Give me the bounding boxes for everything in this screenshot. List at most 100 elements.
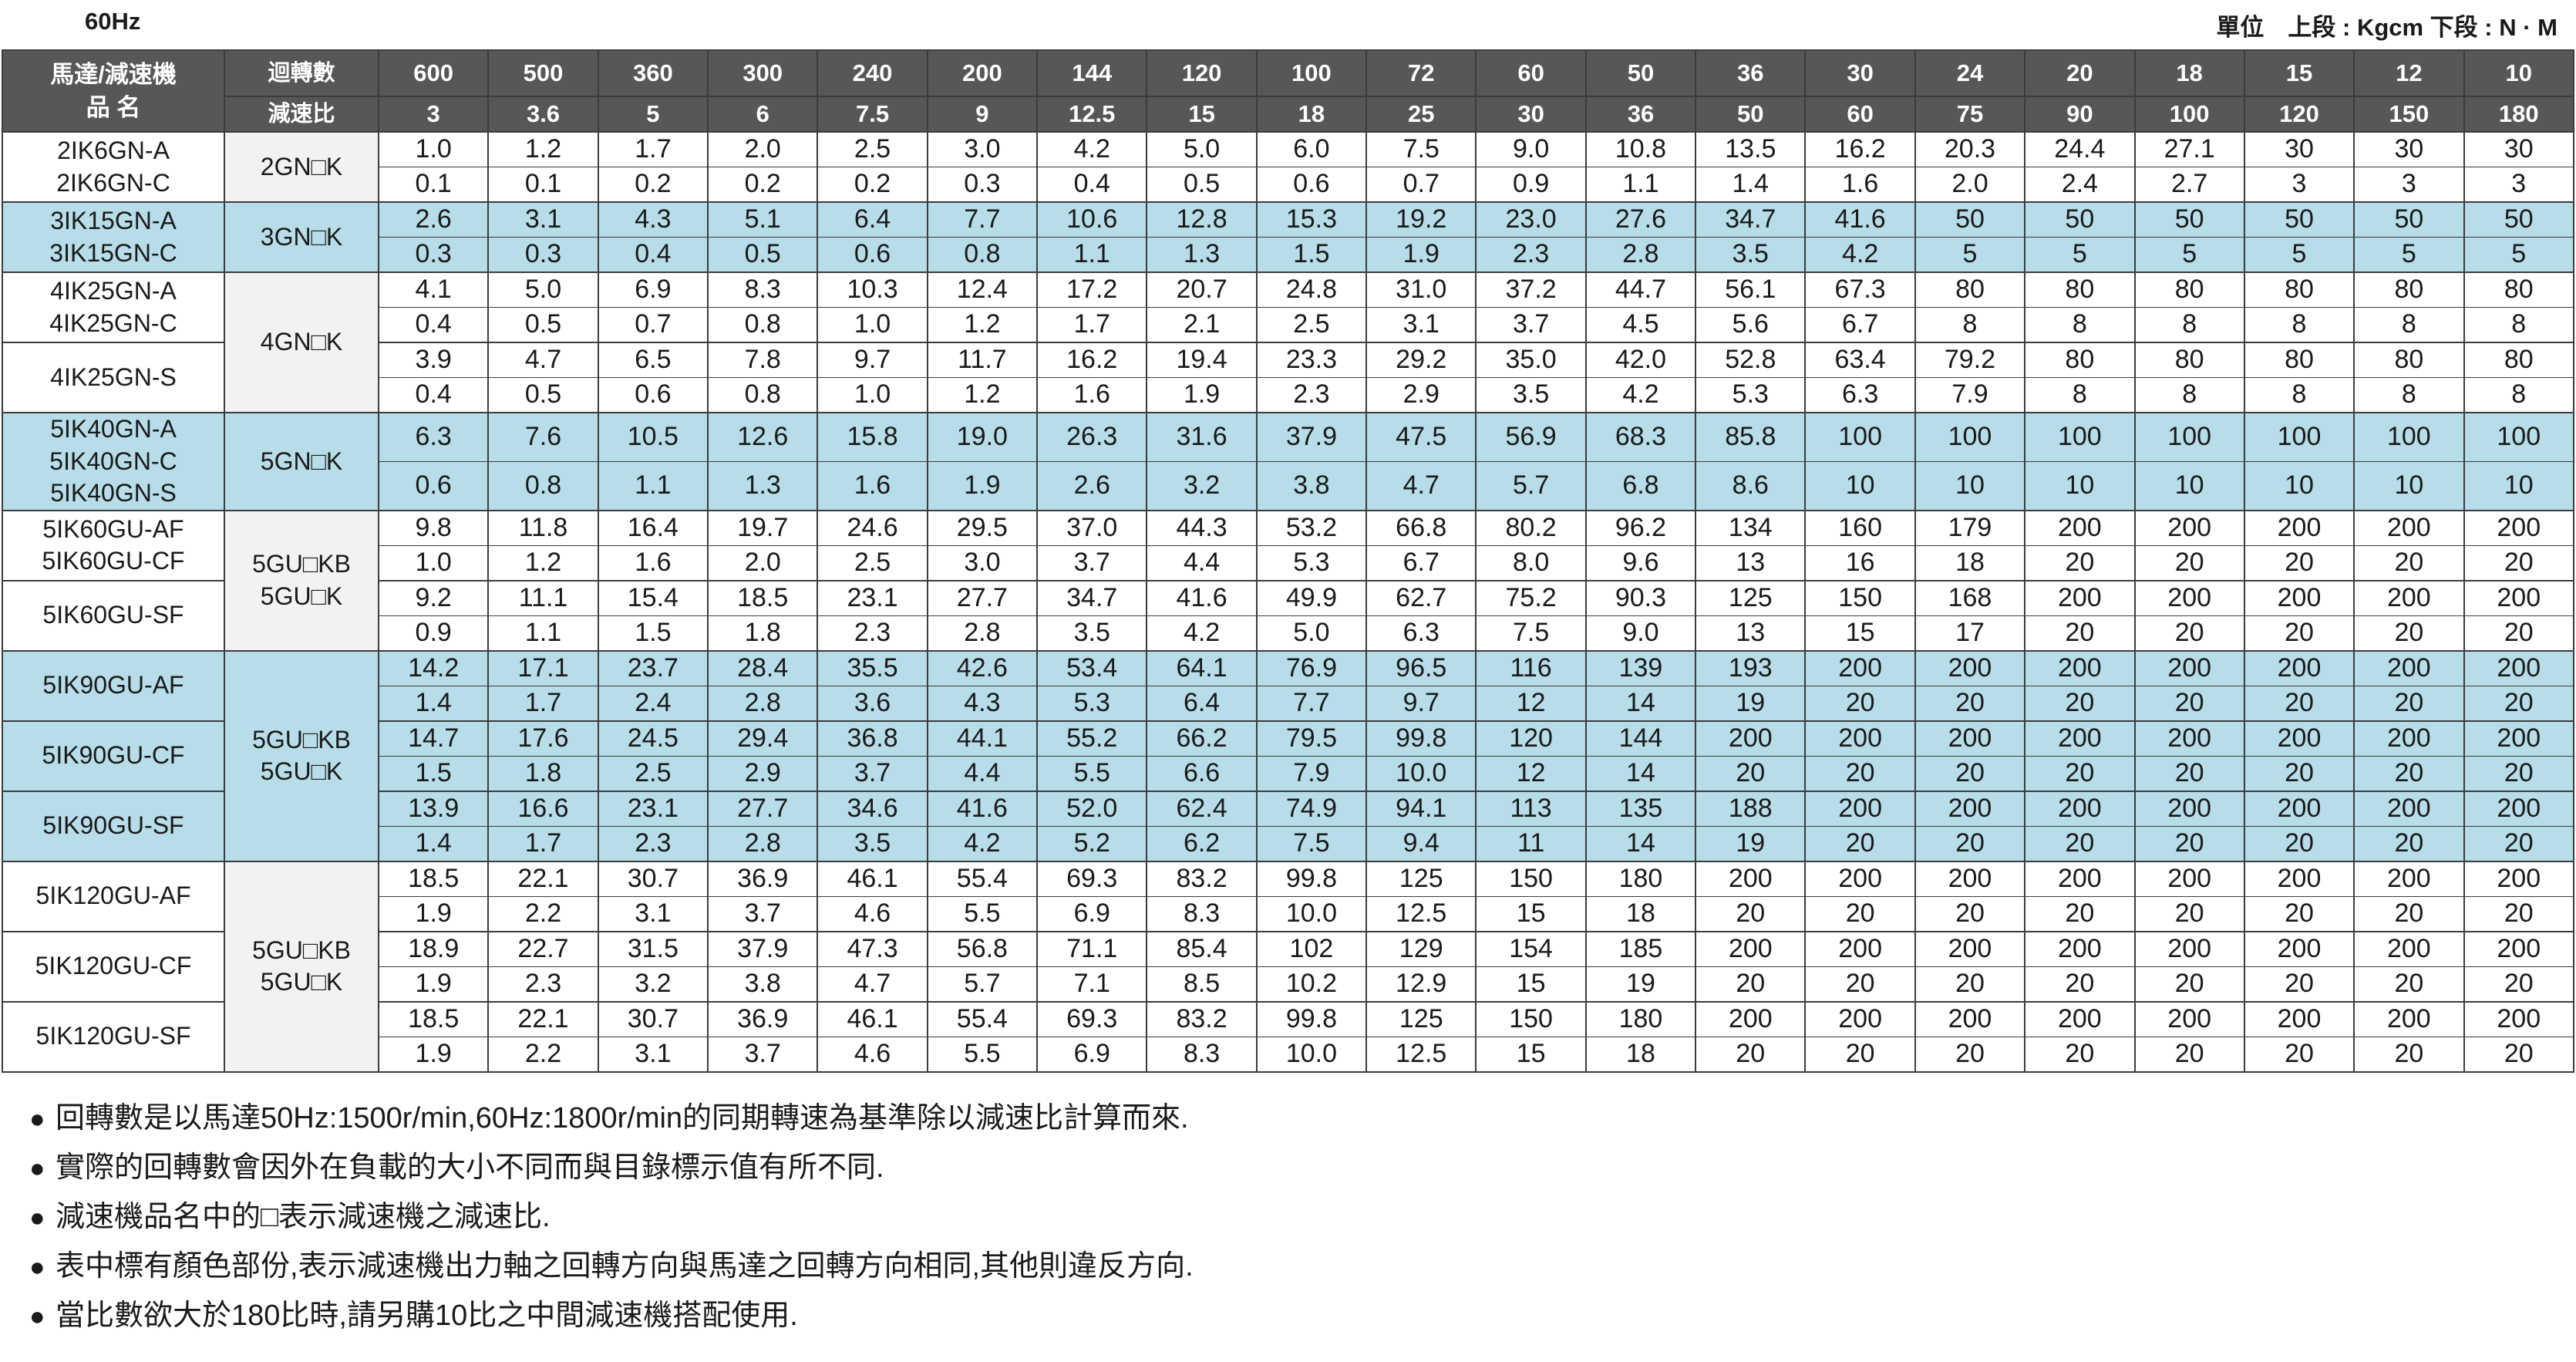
torque-nm-cell: 8.0 — [1475, 544, 1587, 582]
torque-kgcm-cell: 200 — [2353, 790, 2465, 827]
table-row: 5IK90GU-AF 5GU□KB 5GU□K 14.2 17.1 23.7 28.4 35.… — [2, 649, 2575, 862]
torque-nm-cell: 20 — [1804, 685, 1916, 722]
model-name: 5IK60GU-SF — [42, 601, 184, 629]
gearhead-cell: 5GN□K — [224, 412, 379, 511]
model-name: 5IK40GN-S — [50, 479, 177, 507]
torque-nm-cell: 3.7 — [707, 1036, 819, 1073]
torque-nm-cell: 20 — [2243, 895, 2355, 932]
torque-nm-cell: 1.4 — [377, 825, 490, 862]
torque-nm-cell: 20 — [2024, 755, 2136, 792]
torque-kgcm-cell: 50 — [1914, 201, 2026, 238]
table-row: 4IK25GN-A 4IK25GN-C 4GN□K 4.1 5.0 6.9 8.3 10.3 1… — [2, 271, 2575, 413]
gearhead-name: 5GU□K — [260, 968, 343, 996]
torque-kgcm-cell: 200 — [2024, 860, 2136, 897]
torque-nm-cell: 12 — [1475, 755, 1587, 792]
torque-nm-cell: 20 — [2463, 755, 2575, 792]
torque-kgcm-cell: 52.0 — [1036, 790, 1148, 827]
torque-kgcm-cell: 30.7 — [597, 860, 709, 897]
ratio-header-cell: 12.5 — [1036, 96, 1148, 133]
torque-kgcm-cell: 7.7 — [926, 201, 1039, 238]
speed-header-cell: 50 — [1584, 49, 1697, 97]
torque-nm-cell: 0.7 — [597, 307, 709, 343]
gearhead-cell: 5GU□KB 5GU□K — [224, 860, 379, 1073]
torque-nm-cell: 20 — [1695, 755, 1807, 792]
frequency-label: 60Hz — [85, 8, 141, 35]
torque-kgcm-cell: 200 — [2133, 790, 2245, 827]
torque-kgcm-cell: 200 — [1695, 860, 1807, 897]
ratio-header-cell: 36 — [1584, 96, 1697, 133]
torque-kgcm-cell: 62.7 — [1365, 579, 1477, 616]
table-row: 0.4 0.5 0.6 0.8 1.0 1.2 1.6 1.9 2.3 2.9 3.5 4.2 5.3 6… — [2, 377, 2575, 413]
torque-kgcm-cell: 75.2 — [1475, 579, 1587, 616]
torque-nm-cell: 4.2 — [1146, 615, 1258, 652]
torque-kgcm-cell: 150 — [1804, 579, 1916, 616]
bullet-icon: ● — [29, 1203, 45, 1232]
torque-kgcm-cell: 76.9 — [1255, 649, 1368, 686]
torque-kgcm-cell: 80 — [2463, 271, 2575, 308]
torque-nm-cell: 20 — [2353, 685, 2465, 722]
model-name-cell: 3IK15GN-A 3IK15GN-C — [2, 201, 225, 273]
torque-kgcm-cell: 50 — [2463, 201, 2575, 238]
torque-kgcm-cell: 200 — [2133, 579, 2245, 616]
torque-kgcm-cell: 53.4 — [1036, 649, 1148, 686]
torque-nm-cell: 8.5 — [1146, 966, 1258, 1003]
table-row: 0.1 0.1 0.2 0.2 0.2 0.3 0.4 0.5 0.6 0.7 0.9 1.1 1.4 1… — [2, 167, 2575, 203]
torque-nm-cell: 2.8 — [707, 825, 819, 862]
torque-kgcm-cell: 66.2 — [1146, 720, 1258, 757]
torque-kgcm-cell: 68.3 — [1584, 411, 1697, 462]
torque-nm-cell: 0.5 — [487, 307, 599, 343]
model-name: 2IK6GN-C — [56, 168, 170, 197]
torque-nm-cell: 5 — [2243, 237, 2355, 273]
torque-nm-cell: 3.5 — [1036, 615, 1148, 652]
torque-nm-cell: 1.4 — [377, 685, 490, 722]
torque-kgcm-cell: 96.2 — [1584, 509, 1697, 546]
torque-nm-cell: 2.3 — [817, 615, 928, 652]
torque-kgcm-cell: 79.5 — [1255, 720, 1368, 757]
torque-kgcm-cell: 80 — [2243, 342, 2355, 378]
speed-header-cell: 36 — [1695, 49, 1807, 97]
torque-kgcm-cell: 200 — [2024, 720, 2136, 757]
torque-nm-cell: 2.3 — [1475, 237, 1587, 273]
torque-nm-cell: 0.4 — [1036, 167, 1148, 203]
note-text: 回轉數是以馬達50Hz:1500r/min,60Hz:1800r/min的同期轉… — [56, 1102, 1189, 1134]
torque-kgcm-cell: 41.6 — [926, 790, 1039, 827]
torque-kgcm-cell: 10.5 — [597, 411, 709, 462]
torque-kgcm-cell: 200 — [1914, 720, 2026, 757]
torque-nm-cell: 14 — [1584, 685, 1697, 722]
torque-nm-cell: 2.2 — [487, 895, 599, 932]
torque-nm-cell: 3.2 — [1146, 460, 1258, 511]
ratio-row-label: 減速比 — [224, 96, 379, 133]
torque-kgcm-cell: 27.6 — [1584, 201, 1697, 238]
torque-kgcm-cell: 200 — [2243, 930, 2355, 967]
note-text: 減速機品名中的□表示減速機之減速比. — [56, 1201, 551, 1233]
torque-kgcm-cell: 200 — [2024, 579, 2136, 616]
torque-nm-cell: 3.7 — [1036, 544, 1148, 582]
torque-nm-cell: 8.3 — [1146, 1036, 1258, 1073]
torque-kgcm-cell: 3.0 — [926, 131, 1039, 167]
torque-kgcm-cell: 200 — [2024, 649, 2136, 686]
torque-nm-cell: 20 — [2133, 966, 2245, 1003]
torque-kgcm-cell: 193 — [1695, 649, 1807, 686]
torque-kgcm-cell: 200 — [2463, 509, 2575, 546]
torque-kgcm-cell: 79.2 — [1914, 342, 2026, 378]
torque-kgcm-cell: 18.5 — [377, 860, 490, 897]
torque-kgcm-cell: 69.3 — [1036, 1000, 1148, 1037]
model-name-cell: 5IK90GU-CF — [2, 720, 225, 792]
torque-kgcm-cell: 30 — [2463, 131, 2575, 167]
torque-kgcm-cell: 19.4 — [1146, 342, 1258, 378]
torque-nm-cell: 8.3 — [1146, 895, 1258, 932]
torque-nm-cell: 5.5 — [1036, 755, 1148, 792]
torque-kgcm-cell: 200 — [1914, 649, 2026, 686]
torque-nm-cell: 5.7 — [926, 966, 1039, 1003]
torque-nm-cell: 10 — [2243, 460, 2355, 511]
torque-nm-cell: 1.9 — [926, 460, 1039, 511]
torque-kgcm-cell: 42.0 — [1584, 342, 1697, 378]
torque-kgcm-cell: 15.3 — [1255, 201, 1368, 238]
speed-row-label: 迴轉數 — [224, 49, 379, 97]
torque-kgcm-cell: 129 — [1365, 930, 1477, 967]
torque-nm-cell: 17 — [1914, 615, 2026, 652]
torque-kgcm-cell: 20.3 — [1914, 131, 2026, 167]
torque-nm-cell: 20 — [1695, 1036, 1807, 1073]
torque-kgcm-cell: 44.3 — [1146, 509, 1258, 546]
table-row: 1.9 2.2 3.1 3.7 4.6 5.5 6.9 8.3 10.0 12.5 15 18 20 20… — [2, 1036, 2575, 1073]
